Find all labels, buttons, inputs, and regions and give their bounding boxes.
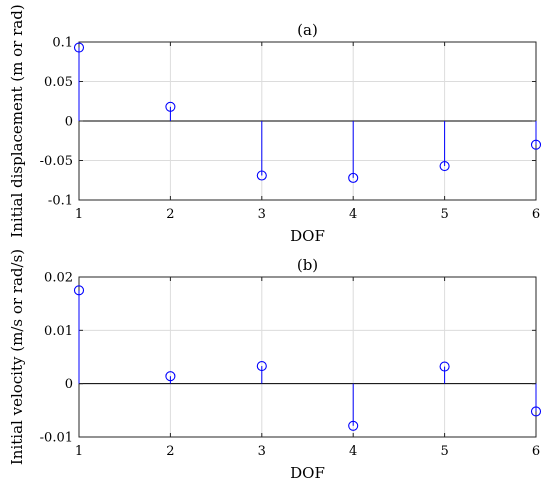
stem-marker [348,420,359,431]
stem-marker [73,285,85,296]
y-tick-label: 0.01 [44,324,73,339]
y-tick-label: -0.01 [40,431,73,446]
y-axis-label: Initial velocity (m/s or rad/s) [8,249,26,465]
stem-marker [439,361,450,372]
panel-title: (b) [297,256,318,274]
x-tick-label: 1 [75,444,83,459]
y-tick-label: 0.05 [44,75,73,90]
y-tick-label: 0.02 [44,271,73,286]
stem-marker [256,361,267,372]
panel-a: 1 2 3 4 5 6 0.1 0.05 0 -0.05 -0.1 (a) DOF Initial dis… [8,4,542,245]
x-tick-label: 6 [532,207,540,222]
x-tick-label: 3 [258,207,266,222]
y-tick-label: 0 [65,115,73,130]
stem-marker [73,42,85,53]
x-tick-label: 4 [349,444,357,459]
panel-title: (a) [297,21,318,39]
plot-frame [78,276,537,438]
y-axis-label: Initial displacement (m or rad) [8,4,26,237]
stem-marker [530,139,542,150]
stem-marker [165,371,176,382]
x-tick-label: 3 [258,444,266,459]
x-axis-label: DOF [290,464,325,482]
y-tick-label: 0.1 [52,36,73,51]
y-tick-label: 0 [65,377,73,392]
x-tick-label: 1 [75,207,83,222]
y-tick-label: -0.1 [48,194,73,209]
x-tick-label: 2 [166,207,174,222]
x-tick-label: 2 [166,444,174,459]
x-tick-label: 5 [440,207,448,222]
y-tick-label: -0.05 [40,154,73,169]
stem-marker [530,406,542,417]
x-tick-label: 4 [349,207,357,222]
x-tick-label: 5 [440,444,448,459]
stem-marker [256,170,267,181]
x-axis-label: DOF [290,227,325,245]
stem-marker [348,172,359,183]
x-tick-label: 6 [532,444,540,459]
stem-marker [165,101,176,112]
stem-marker [439,160,450,172]
panel-b: 1 2 3 4 5 6 0.02 0.01 0 -0.01 (b) DOF Initial veloci… [8,249,542,482]
